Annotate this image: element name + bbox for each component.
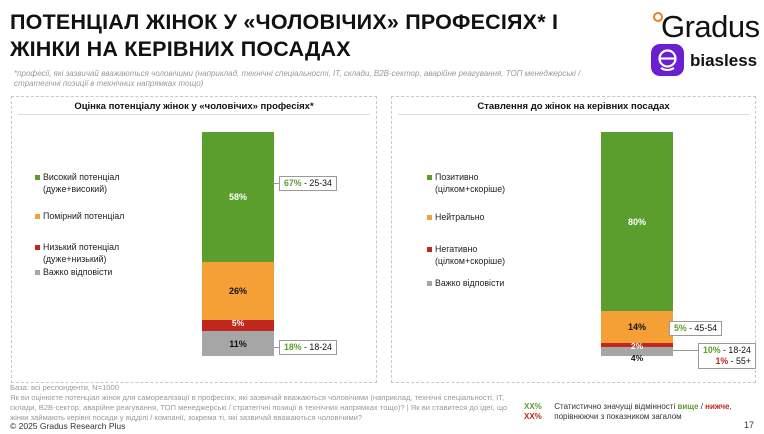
footnote: База: всі респонденти, N=1000 Як ви оцін… <box>10 383 520 423</box>
callout-value: 67% <box>284 178 302 188</box>
bar-segment-label: 5% <box>231 318 245 329</box>
callout-line: 67% - 25-34 <box>284 178 332 189</box>
legend-item: Нейтрально <box>427 211 485 223</box>
bar-segment-label: 14% <box>627 321 646 332</box>
gradus-logo-icon <box>653 12 663 22</box>
legend-label: Низький потенціал (дуже+низький) <box>43 242 120 264</box>
legend-label: Важко відповісти <box>43 267 113 277</box>
legend-swatch <box>35 175 40 180</box>
callout-line: 10% - 18-24 <box>703 345 751 356</box>
significance-callout: 10% - 18-24 1% - 55+ <box>698 343 756 369</box>
callout-group: - 18-24 <box>301 342 332 352</box>
callout-line: 18% - 18-24 <box>284 342 332 353</box>
chart-title-divider <box>18 114 370 115</box>
callout-value: 5% <box>674 323 687 333</box>
chart-title: Оцінка потенціалу жінок у «чоловічих» пр… <box>74 101 314 112</box>
legend-item: Високий потенціал (дуже+високий) <box>35 171 120 195</box>
legend-item: Важко відповісти <box>35 266 113 278</box>
legend-item: Негативно (цілком+скоріше) <box>427 243 506 267</box>
gradus-logo-text: Gradus <box>661 9 760 44</box>
bar-segment: 14% <box>601 311 673 343</box>
significance-green-sample: XX% <box>524 402 542 411</box>
significance-higher: вище <box>677 402 699 411</box>
significance-callout: 18% - 18-24 <box>279 340 337 355</box>
bar-segment-label: 4% <box>630 353 644 364</box>
callout-group: - 18-24 <box>720 345 751 355</box>
callout-connector <box>673 350 698 351</box>
legend-item: Важко відповісти <box>427 277 505 289</box>
bar-segment-label: 2% <box>630 340 644 351</box>
footnote-question: Як ви оцінюєте потенціал жінок для самор… <box>10 393 508 422</box>
bar-segment-label: 80% <box>627 216 646 227</box>
legend-swatch <box>427 175 432 180</box>
callout-connector <box>274 183 279 184</box>
page-subtitle: *професії, які зазвичай вважаються чолов… <box>14 69 581 88</box>
significance-sep: / <box>698 402 706 411</box>
significance-callout: 67% - 25-34 <box>279 176 337 191</box>
biasless-logo-icon <box>651 44 684 76</box>
legend-label: Високий потенціал (дуже+високий) <box>43 172 120 194</box>
footnote-base: База: всі респонденти, N=1000 <box>10 383 119 392</box>
significance-legend: XX% Статистично значущі відмінності вище… <box>524 402 732 422</box>
legend-item: Низький потенціал (дуже+низький) <box>35 241 120 265</box>
page-number: 17 <box>744 420 755 430</box>
bar-segment: 4% <box>601 347 673 363</box>
bar-segment: 2% <box>601 341 673 351</box>
significance-text-b: порівнюючи з показником загалом <box>554 412 682 421</box>
significance-comma: , <box>729 402 732 411</box>
bar-segment-label: 26% <box>228 286 247 297</box>
significance-red-sample: XX% <box>524 412 542 421</box>
callout-value: 10% <box>703 345 721 355</box>
callout-value: 1% <box>715 356 729 366</box>
legend-swatch <box>427 247 432 252</box>
callout-connector <box>274 347 279 348</box>
significance-lower: нижче <box>705 402 730 411</box>
significance-text-a: Статистично значущі відмінності <box>554 402 678 411</box>
page-title: ПОТЕНЦІАЛ ЖІНОК У «ЧОЛОВІЧИХ» ПРОФЕСІЯХ*… <box>10 10 559 61</box>
legend-swatch <box>427 281 432 286</box>
bar-segment-label: 11% <box>229 338 247 349</box>
callout-group: - 55+ <box>728 356 751 366</box>
bar-segment-label: 58% <box>228 191 247 202</box>
callout-value: 18% <box>284 342 302 352</box>
chart-title: Ставлення до жінок на керівних посадах <box>477 101 670 112</box>
legend-label: Важко відповісти <box>435 278 505 288</box>
callout-group: - 25-34 <box>301 178 332 188</box>
bar-segment: 11% <box>202 331 274 356</box>
legend-swatch <box>427 215 432 220</box>
legend-swatch <box>35 245 40 250</box>
biasless-logo-text: biasless <box>690 51 758 70</box>
bar-segment: 5% <box>202 318 274 332</box>
significance-callout: 5% - 45-54 <box>669 321 723 336</box>
callout-line: 1% - 55+ <box>703 356 751 367</box>
bar-segment: 58% <box>202 132 274 262</box>
chart-panel-leadership: Ставлення до жінок на керівних посадах 4… <box>391 96 756 383</box>
legend-label: Позитивно (цілком+скоріше) <box>435 172 506 194</box>
legend-item: Помірний потенціал <box>35 210 125 222</box>
legend-label: Нейтрально <box>435 212 485 222</box>
legend-swatch <box>35 270 40 275</box>
copyright: © 2025 Gradus Research Plus <box>10 421 126 431</box>
chart-panel-potential: Оцінка потенціалу жінок у «чоловічих» пр… <box>11 96 377 383</box>
legend-swatch <box>35 214 40 219</box>
bar-segment: 80% <box>601 132 673 312</box>
callout-line: 5% - 45-54 <box>674 323 717 334</box>
bar-segment: 26% <box>202 261 274 321</box>
legend-item: Позитивно (цілком+скоріше) <box>427 171 506 195</box>
callout-group: - 45-54 <box>686 323 718 333</box>
legend-label: Помірний потенціал <box>43 211 125 221</box>
legend-label: Негативно (цілком+скоріше) <box>435 244 506 266</box>
chart-title-divider <box>398 114 749 115</box>
